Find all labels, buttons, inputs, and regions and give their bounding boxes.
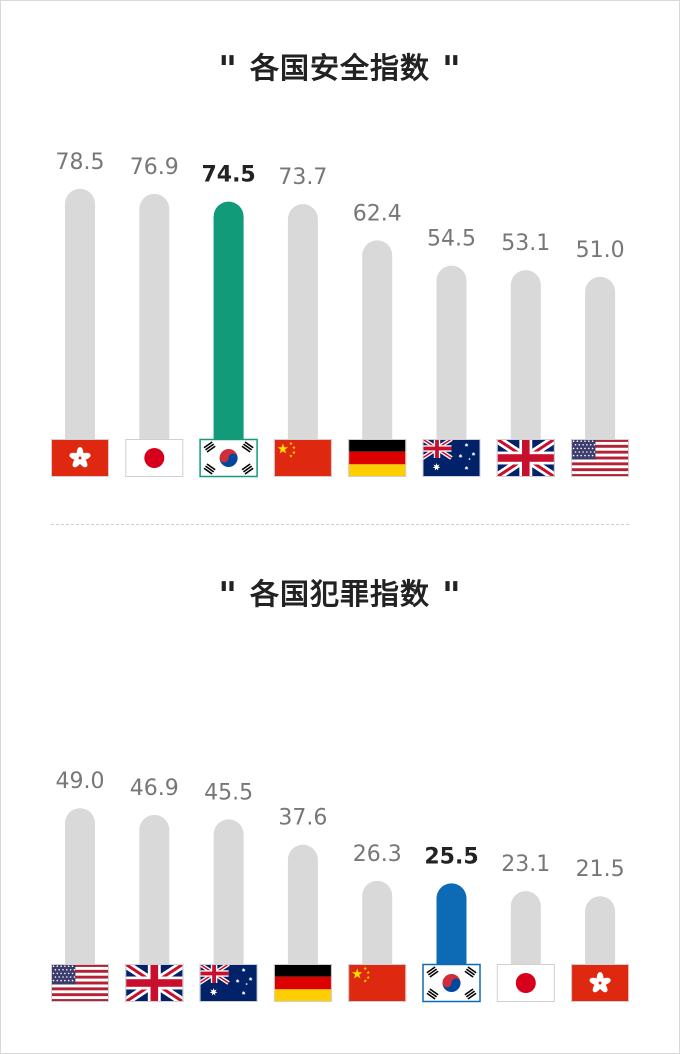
value-label-cn: 73.7 <box>278 165 327 190</box>
bar-hk <box>585 896 616 965</box>
value-label-cn: 26.3 <box>353 842 402 867</box>
value-label-us: 51.0 <box>576 238 625 263</box>
bar-cn <box>287 204 318 440</box>
bar-au <box>213 819 244 965</box>
chart-title-crime-text: 各国犯罪指数 <box>249 577 430 611</box>
section-divider <box>51 524 629 525</box>
crime-index-chart: 49.0 46.9 45.5 37.6 26.3 25.5 23.1 21.5 <box>51 769 630 1003</box>
bar-cn <box>362 880 393 965</box>
bar-jp <box>510 891 541 965</box>
bar-us <box>585 276 616 440</box>
value-label-uk: 46.9 <box>130 776 179 801</box>
value-label-kr: 74.5 <box>201 163 255 188</box>
value-label-uk: 53.1 <box>501 231 550 256</box>
chart-title-safety-text: 各国安全指数 <box>249 51 430 85</box>
value-label-au: 45.5 <box>204 780 253 805</box>
flag-au-icon <box>422 439 481 477</box>
quote-open: " <box>218 575 238 617</box>
flag-jp-icon <box>496 964 555 1002</box>
value-label-kr: 25.5 <box>424 844 478 869</box>
bar-de <box>362 240 393 440</box>
value-label-us: 49.0 <box>56 769 105 794</box>
bar-us <box>65 808 95 965</box>
value-label-jp: 76.9 <box>130 155 179 180</box>
flag-uk-icon <box>496 439 555 477</box>
quote-close: " <box>442 49 462 91</box>
flag-de-icon <box>273 964 332 1002</box>
flag-hk-icon <box>51 439 109 477</box>
flag-us-icon <box>571 439 630 477</box>
value-label-hk: 78.5 <box>56 150 105 175</box>
quote-close: " <box>442 575 462 617</box>
bar-au <box>436 265 467 440</box>
value-label-au: 54.5 <box>427 227 476 252</box>
flag-kr-icon <box>422 963 481 1003</box>
bar-kr <box>213 201 244 440</box>
flag-us-icon <box>51 964 109 1002</box>
flag-uk-icon <box>125 964 184 1002</box>
value-label-de: 37.6 <box>278 806 327 831</box>
flag-cn-icon <box>273 439 332 477</box>
flag-de-icon <box>348 439 407 477</box>
value-label-de: 62.4 <box>353 201 402 226</box>
bar-de <box>287 844 318 965</box>
quote-open: " <box>218 49 238 91</box>
chart-title-crime: " 各国犯罪指数 " <box>0 571 680 617</box>
flag-hk-icon <box>571 964 630 1002</box>
flag-jp-icon <box>125 439 184 477</box>
flag-au-icon <box>199 964 258 1002</box>
bar-kr <box>436 883 467 965</box>
flag-kr-icon <box>199 438 258 478</box>
bar-jp <box>139 193 170 440</box>
bar-uk <box>510 270 541 440</box>
chart-title-safety: " 各国安全指数 " <box>0 45 680 91</box>
flag-cn-icon <box>348 964 407 1002</box>
safety-index-chart: 78.5 76.9 74.5 73.7 62.4 54.5 53.1 51.0 <box>51 150 630 478</box>
bar-uk <box>139 814 170 965</box>
value-label-hk: 21.5 <box>576 857 625 882</box>
value-label-jp: 23.1 <box>501 852 550 877</box>
bar-hk <box>65 188 95 440</box>
